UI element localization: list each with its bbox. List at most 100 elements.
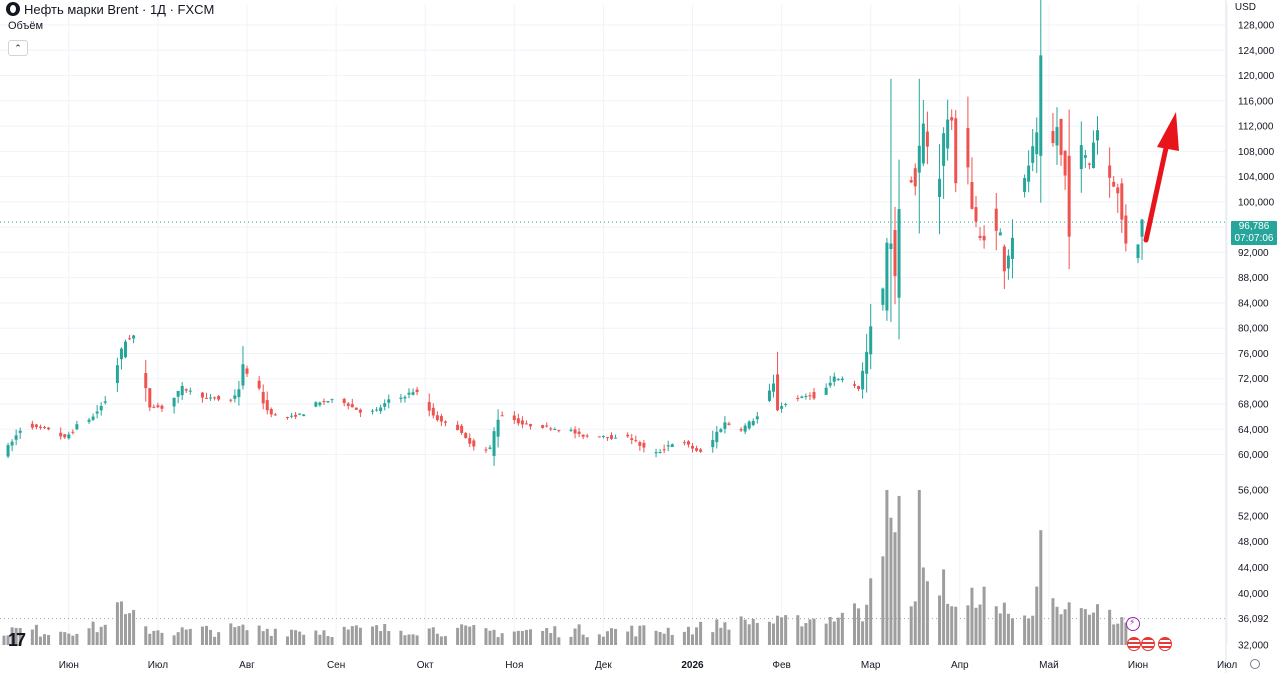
candle-body <box>34 424 38 428</box>
candles <box>6 0 1144 466</box>
candle-body <box>1124 215 1128 244</box>
tradingview-logo[interactable]: 17 <box>8 630 26 650</box>
volume-bar <box>217 632 221 645</box>
volume-tick-label: 40,000 <box>1238 589 1269 600</box>
volume-bar <box>994 606 998 645</box>
candle-body <box>897 209 901 298</box>
volume-bar <box>132 609 136 645</box>
volume-bar <box>322 630 326 645</box>
volume-bar <box>739 616 743 645</box>
candle-body <box>520 420 524 425</box>
trend-arrow[interactable] <box>1143 112 1179 243</box>
volume-bar <box>719 627 723 645</box>
price-tick-label: 116,000 <box>1238 96 1274 107</box>
volume-bar <box>557 637 561 645</box>
candle-body <box>1108 165 1112 178</box>
price-tick-label: 76,000 <box>1238 349 1269 360</box>
price-tick-label: 80,000 <box>1238 324 1269 335</box>
volume-bar <box>488 630 492 645</box>
candle-body <box>670 444 674 448</box>
volume-bar <box>172 635 176 645</box>
volume-bar <box>115 602 119 645</box>
volume-bar <box>464 625 468 645</box>
volume-bar <box>443 636 447 645</box>
candle-body <box>524 423 528 425</box>
candle-body <box>217 396 221 400</box>
volume-bar <box>1023 615 1027 645</box>
volume-bar <box>840 612 844 645</box>
us-flag-icon[interactable] <box>1141 637 1155 651</box>
volume-bar <box>686 626 690 645</box>
volume-bar <box>682 631 686 645</box>
collapse-button[interactable]: ⌃ <box>8 40 28 56</box>
volume-bar <box>630 625 634 645</box>
candle-body <box>354 407 358 410</box>
candle-body <box>38 426 42 428</box>
volume-bar <box>95 632 99 645</box>
candle-body <box>156 405 160 408</box>
settings-gear-icon[interactable] <box>1250 659 1260 669</box>
candle-body <box>739 429 743 431</box>
volume-bar <box>1112 624 1116 645</box>
volume-bar <box>1124 622 1128 645</box>
volume-bar <box>824 623 828 645</box>
candle-body <box>124 341 127 358</box>
volume-bar <box>87 628 91 645</box>
candle-body <box>484 449 488 451</box>
volume-bar <box>269 635 273 645</box>
volume-bar <box>1096 604 1099 645</box>
candle-body <box>346 403 350 406</box>
volume-bar <box>468 626 472 645</box>
candle-body <box>1063 150 1067 176</box>
candle-body <box>954 118 958 184</box>
event-power-icon[interactable] <box>1126 617 1140 631</box>
candle-body <box>699 449 703 452</box>
volume-bar <box>808 619 812 645</box>
currency-label[interactable]: USD <box>1234 2 1256 13</box>
time-tick-label: Май <box>1039 660 1059 671</box>
candle-body <box>75 424 79 430</box>
volume-bar <box>411 634 415 645</box>
us-flag-icon[interactable] <box>1158 637 1172 651</box>
volume-bar <box>2 635 6 645</box>
volume-bar <box>743 619 747 645</box>
candle-body <box>1079 145 1083 170</box>
candle-body <box>209 397 213 399</box>
time-tick-label: Сен <box>327 660 345 671</box>
symbol-title[interactable]: Нефть марки Brent · 1Д · FXCM <box>24 1 215 17</box>
candle-body <box>784 403 788 405</box>
candle-body <box>978 235 982 238</box>
volume-tick-label: 44,000 <box>1238 563 1269 574</box>
candle-body <box>581 434 585 437</box>
volume-bar <box>597 634 601 645</box>
volume-bar <box>245 630 249 645</box>
volume-bar <box>298 631 302 645</box>
us-flag-icon[interactable] <box>1127 637 1141 651</box>
grid-lines <box>0 0 1228 673</box>
time-tick-label: Мар <box>861 660 881 671</box>
candle-body <box>857 386 861 389</box>
volume-bar <box>47 635 51 645</box>
candle-body <box>861 370 865 390</box>
volume-bar <box>529 629 532 645</box>
candle-body <box>273 414 277 416</box>
volume-bar <box>658 632 662 645</box>
candle-body <box>840 378 844 381</box>
volume-bar <box>950 606 954 645</box>
candle-body <box>269 409 273 415</box>
candle-body <box>711 439 715 448</box>
candle-body <box>14 435 18 440</box>
volume-bar <box>869 578 873 645</box>
candle-body <box>160 405 164 409</box>
candle-body <box>91 416 95 420</box>
volume-label[interactable]: Объём <box>8 20 44 32</box>
candle-body <box>468 438 472 444</box>
candle-body <box>6 445 10 457</box>
candle-body <box>1083 155 1087 158</box>
volume-bar <box>1002 602 1006 645</box>
volume-bar <box>257 625 261 645</box>
candle-body <box>666 445 670 447</box>
time-axis[interactable]: Июн Июл Авг Сен Окт Ноя Дек 2026 Фев Мар Апр Май Июн… <box>59 660 1238 671</box>
candle-body <box>913 168 917 187</box>
